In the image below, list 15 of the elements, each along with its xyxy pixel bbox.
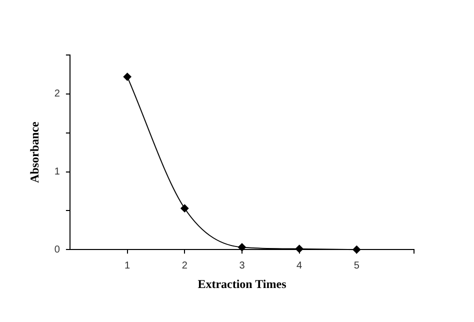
y-tick-label: 2 xyxy=(54,88,60,100)
x-tick-label: 5 xyxy=(354,260,360,272)
x-tick-label: 3 xyxy=(239,260,246,272)
x-tick-label: 1 xyxy=(124,260,131,272)
y-axis-title: Absorbance xyxy=(27,120,42,183)
y-tick-label: 0 xyxy=(54,244,60,256)
point xyxy=(123,72,132,81)
x-tick-label: 4 xyxy=(296,260,303,272)
x-tick-label: 2 xyxy=(182,260,188,272)
point xyxy=(352,246,361,254)
x-axis-title: Extraction Times xyxy=(198,276,287,291)
point xyxy=(295,244,304,253)
point xyxy=(238,243,246,252)
y-tick-label: 1 xyxy=(54,166,60,178)
point xyxy=(180,204,189,212)
